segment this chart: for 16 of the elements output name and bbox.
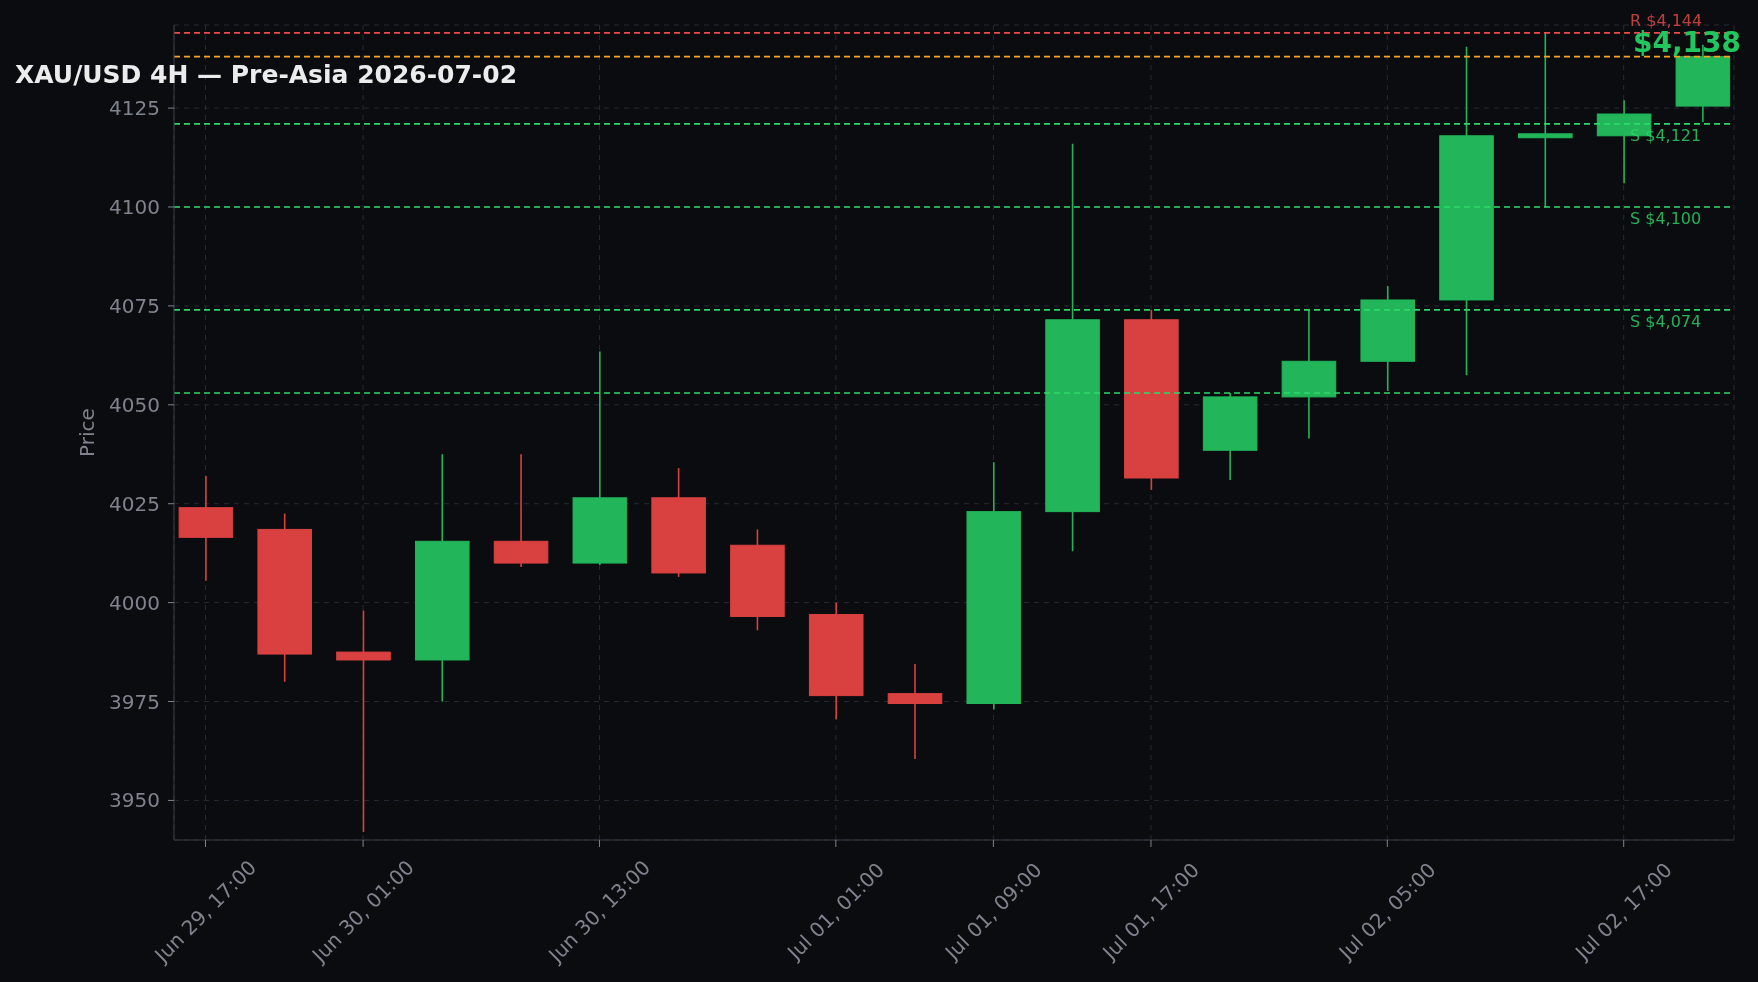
candlestick xyxy=(336,609,391,833)
y-tick-label: 4100 xyxy=(109,194,160,219)
text: XAU/USD 4H — Pre-Asia 2026-07-02 xyxy=(15,60,518,90)
ref-line-label: S $4,100 xyxy=(1630,208,1702,228)
candlestick xyxy=(1518,32,1573,208)
candlestick xyxy=(887,663,943,760)
y-tick-label: 4025 xyxy=(109,491,160,516)
y-tick-label: 4050 xyxy=(109,392,160,417)
ref-line-label: S $4,074 xyxy=(1630,311,1702,331)
y-tick-label: 3950 xyxy=(109,788,160,813)
y-tick-label: 4125 xyxy=(109,96,160,121)
ref-line-label: R $4,144 xyxy=(1630,10,1703,30)
y-tick-label: 3975 xyxy=(109,689,160,714)
y-tick-label: 4000 xyxy=(109,590,160,615)
y-tick-label: 4075 xyxy=(109,293,160,318)
y-axis-title: Price xyxy=(75,408,99,457)
